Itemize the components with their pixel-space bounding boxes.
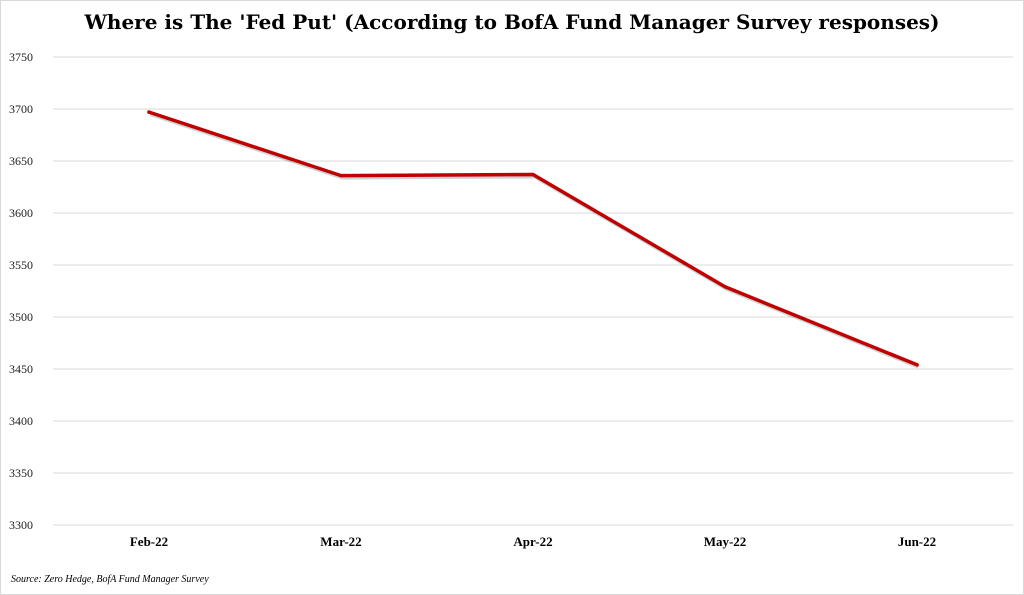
y-tick-label: 3700 (9, 102, 33, 116)
y-tick-label: 3300 (9, 518, 33, 532)
data-point (339, 173, 343, 178)
series-lines (147, 110, 920, 369)
x-tick-label: Jun-22 (898, 534, 936, 549)
x-tick-label: Feb-22 (130, 534, 168, 549)
data-point (915, 363, 919, 367)
y-tick-label: 3600 (9, 206, 33, 220)
y-tick-label: 3750 (9, 50, 33, 64)
data-point (723, 285, 727, 289)
x-tick-label: Apr-22 (513, 534, 552, 549)
y-tick-label: 3500 (9, 310, 33, 324)
data-point (147, 110, 151, 114)
series-line (147, 110, 919, 367)
y-tick-label: 3350 (9, 466, 33, 480)
data-point (531, 172, 535, 177)
y-tick-label: 3450 (9, 362, 33, 376)
y-tick-label: 3400 (9, 414, 33, 428)
source-note: Source: Zero Hedge, BofA Fund Manager Su… (11, 574, 209, 585)
x-tick-label: May-22 (704, 534, 747, 549)
y-tick-label: 3650 (9, 154, 33, 168)
y-axis-ticks: 3300 3350 3400 3450 3500 3550 3600 3650 3700 3750 (9, 50, 33, 532)
x-axis-ticks: Feb-22 Mar-22 Apr-22 May-22 Jun-22 (130, 534, 936, 549)
gridlines (53, 56, 1013, 526)
x-tick-label: Mar-22 (320, 534, 361, 549)
chart-title: Where is The 'Fed Put' (According to Bof… (83, 10, 939, 34)
y-tick-label: 3550 (9, 258, 33, 272)
